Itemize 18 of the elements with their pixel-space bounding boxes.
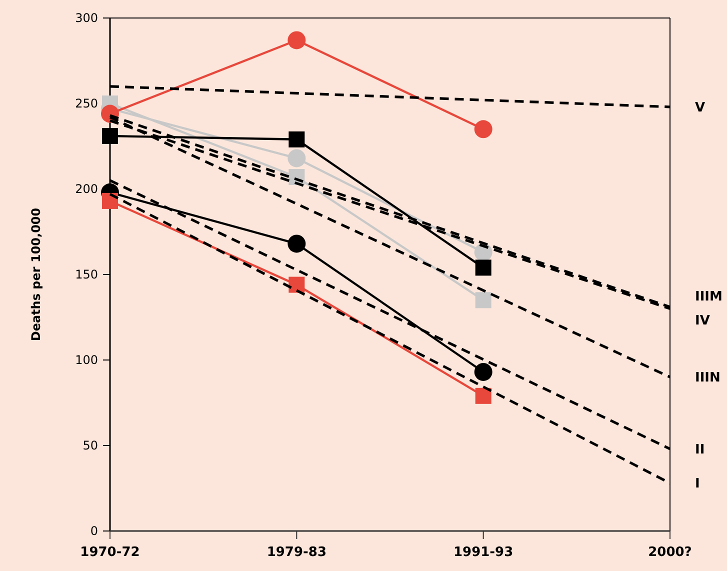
series-label: IIIN	[695, 370, 720, 386]
y-tick-label: 200	[75, 182, 98, 196]
x-tick-label: 2000?	[648, 545, 692, 560]
y-tick-label: 50	[82, 438, 98, 453]
y-tick-label: 250	[75, 96, 98, 111]
series-label: IV	[695, 313, 710, 328]
y-axis-title: Deaths per 100,000	[29, 208, 43, 342]
y-tick-label: 150	[75, 268, 98, 282]
x-tick-label: 1979-83	[266, 545, 327, 560]
series-label: V	[695, 100, 706, 116]
x-tick-label: 1970-72	[80, 545, 140, 560]
y-tick-label: 0	[90, 524, 98, 538]
series-label: IIIM	[695, 289, 722, 304]
y-tick-label: 300	[75, 11, 98, 26]
y-tick-label: 100	[75, 353, 98, 368]
x-tick-label: 1991-93	[453, 545, 514, 560]
series-label: II	[695, 442, 705, 458]
series-label: I	[695, 476, 700, 492]
